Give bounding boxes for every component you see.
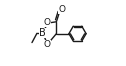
Text: O: O: [44, 40, 51, 49]
Text: O: O: [58, 5, 65, 14]
Text: B: B: [39, 28, 46, 38]
Text: O: O: [44, 18, 51, 27]
